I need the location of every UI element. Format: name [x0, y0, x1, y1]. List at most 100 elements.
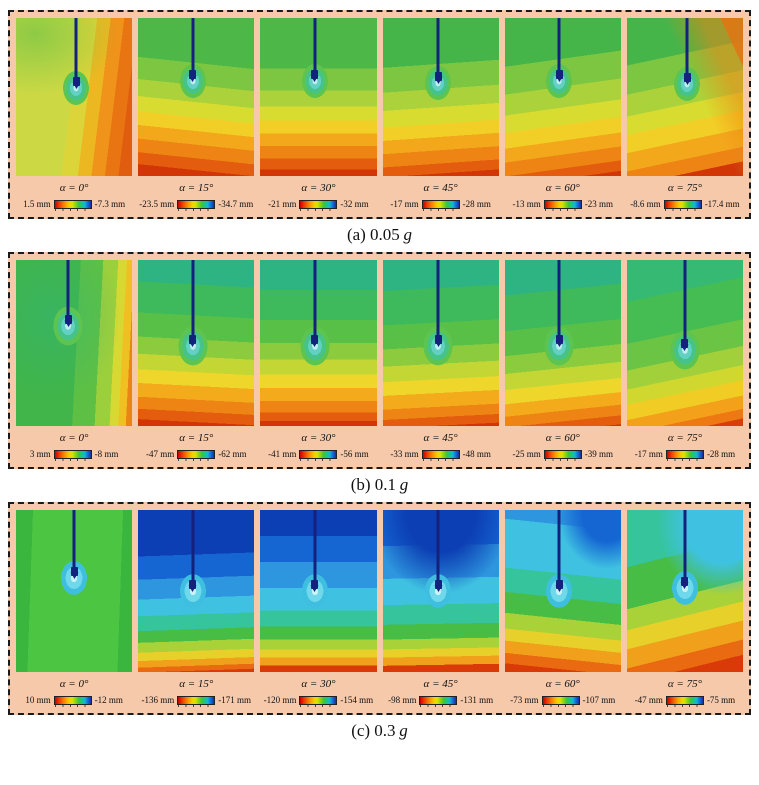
colorbar-min-label: -7.3 mm — [94, 199, 126, 209]
colorbar-max-label: -17 mm — [390, 199, 419, 209]
colorbar-gradient — [665, 450, 704, 461]
contour-plot — [260, 18, 377, 176]
colorbar-min-label: -107 mm — [582, 695, 616, 705]
subplot-column: α = 30° -41 mm -56 mm — [260, 260, 377, 461]
contour-plot — [504, 260, 621, 426]
colorbar-min-label: -62 mm — [218, 449, 247, 459]
contour-plot — [382, 260, 499, 426]
angle-label: α = 60° — [545, 432, 580, 444]
subplot-column: α = 45° -17 mm -28 mm — [382, 18, 499, 211]
colorbar-max-label: -17 mm — [634, 449, 663, 459]
subplot-column: α = 60° -73 mm -107 mm — [504, 510, 621, 707]
colorbar-max-label: -8.6 mm — [630, 199, 661, 209]
angle-label: α = 15° — [179, 678, 214, 690]
colorbar-gradient — [421, 200, 460, 211]
colorbar-min-label: -23 mm — [584, 199, 614, 209]
figure: α = 0° 1.5 mm -7.3 mm α = 15° -23.5 mm -… — [0, 0, 759, 754]
colorbar-min-label: -12 mm — [94, 695, 123, 705]
pile-icon — [313, 260, 317, 345]
colorbar-gradient — [177, 450, 216, 461]
pile-icon — [313, 510, 317, 589]
pile-icon — [683, 510, 687, 586]
colorbar: -136 mm -171 mm — [138, 695, 254, 707]
subplot-column: α = 0° 3 mm -8 mm — [16, 260, 133, 461]
panel-b: α = 0° 3 mm -8 mm α = 15° -47 mm -62 mm — [8, 252, 751, 469]
colorbar: 10 mm -12 mm — [16, 695, 132, 707]
colorbar: -73 mm -107 mm — [505, 695, 621, 707]
colorbar-gradient — [177, 200, 216, 211]
subplot-column: α = 60° -13 mm -23 mm — [504, 18, 621, 211]
subplot-column: α = 60° -25 mm -39 mm — [504, 260, 621, 461]
colorbar: -23.5 mm -34.7 mm — [138, 200, 254, 211]
colorbar: -120 mm -154 mm — [260, 696, 376, 707]
colorbar-gradient — [421, 450, 460, 461]
pile-icon — [436, 260, 440, 345]
colorbar: -33 mm -48 mm — [383, 449, 499, 461]
colorbar-gradient — [299, 696, 338, 707]
colorbar-max-label: -25 mm — [512, 449, 541, 459]
pile-icon — [436, 18, 440, 81]
colorbar-min-label: -56 mm — [340, 449, 369, 459]
subplot-column: α = 45° -33 mm -48 mm — [382, 260, 499, 461]
colorbar-max-label: -47 mm — [634, 695, 663, 705]
pile-icon — [313, 18, 317, 80]
panel-a: α = 0° 1.5 mm -7.3 mm α = 15° -23.5 mm -… — [8, 10, 751, 219]
subplot-column: α = 0° 1.5 mm -7.3 mm — [16, 18, 133, 211]
caption-text: (c) 0.3 — [351, 721, 396, 740]
pile-icon — [557, 18, 561, 80]
subplot-column: α = 0° 10 mm -12 mm — [16, 510, 133, 707]
colorbar-max-label: -47 mm — [146, 449, 175, 459]
colorbar-max-label: -13 mm — [512, 199, 541, 209]
pile-icon — [557, 260, 561, 345]
colorbar-max-label: -33 mm — [390, 449, 419, 459]
contour-plot — [626, 510, 744, 672]
pile-icon — [72, 510, 76, 577]
contour-plot — [382, 18, 499, 176]
contour-plot — [16, 260, 133, 426]
colorbar: -47 mm -75 mm — [627, 695, 743, 707]
subplot-column: α = 30° -21 mm -32 mm — [260, 18, 377, 211]
pile-icon — [557, 510, 561, 589]
contour-plot — [138, 18, 255, 176]
subplot-column: α = 75° -8.6 mm -17.4 mm — [626, 18, 744, 211]
colorbar: -98 mm -131 mm — [383, 696, 499, 707]
colorbar-min-label: -8 mm — [94, 449, 119, 459]
subplot-column: α = 15° -136 mm -171 mm — [138, 510, 255, 707]
contour-plot — [626, 260, 744, 426]
pile-icon — [685, 18, 689, 83]
angle-label: α = 0° — [59, 432, 89, 444]
colorbar-min-label: -75 mm — [706, 695, 736, 705]
plots-row-b: α = 0° 3 mm -8 mm α = 15° -47 mm -62 mm — [16, 260, 744, 461]
angle-label: α = 30° — [301, 432, 336, 444]
contour-plot — [138, 260, 255, 426]
colorbar-gradient — [53, 450, 92, 461]
contour-plot — [138, 510, 255, 672]
colorbar-max-label: 3 mm — [29, 449, 51, 459]
caption-unit: g — [399, 721, 408, 740]
colorbar-gradient — [299, 450, 338, 461]
colorbar-max-label: -136 mm — [141, 695, 175, 705]
subplot-column: α = 15° -47 mm -62 mm — [138, 260, 255, 461]
colorbar: -41 mm -56 mm — [260, 449, 376, 461]
colorbar-gradient — [177, 696, 216, 707]
colorbar: -25 mm -39 mm — [505, 449, 621, 461]
subplot-column: α = 15° -23.5 mm -34.7 mm — [138, 18, 255, 211]
colorbar-max-label: -21 mm — [268, 199, 297, 209]
panel-c: α = 0° 10 mm -12 mm α = 15° -136 mm -171… — [8, 502, 751, 715]
angle-label: α = 45° — [423, 432, 458, 444]
colorbar-gradient — [543, 450, 582, 461]
pile-icon — [191, 510, 195, 589]
angle-label: α = 30° — [301, 678, 336, 690]
contour-plot — [260, 510, 377, 672]
subplot-column: α = 75° -47 mm -75 mm — [626, 510, 744, 707]
colorbar-min-label: -48 mm — [462, 449, 491, 459]
angle-label: α = 15° — [179, 432, 214, 444]
contour-plot — [504, 510, 621, 672]
subplot-column: α = 45° -98 mm -131 mm — [382, 510, 499, 707]
caption-a: (a) 0.05 g — [8, 219, 751, 252]
colorbar-gradient — [53, 200, 92, 211]
pile-icon — [74, 18, 78, 86]
pile-icon — [66, 260, 70, 325]
colorbar: -17 mm -28 mm — [627, 449, 743, 461]
colorbar-gradient — [663, 200, 702, 211]
